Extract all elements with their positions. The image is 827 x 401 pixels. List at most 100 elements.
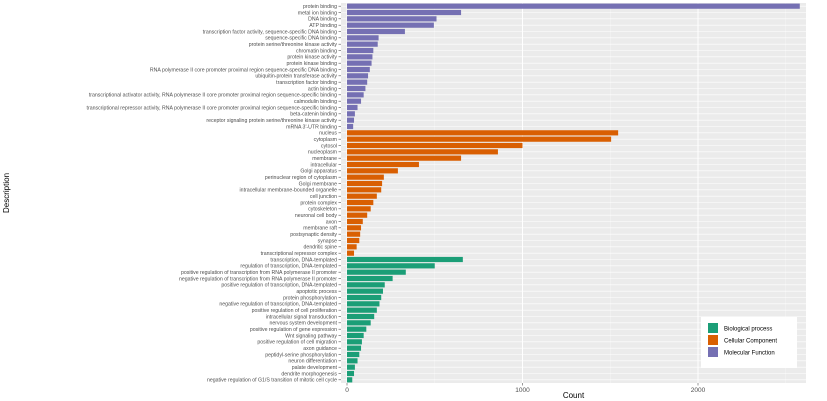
- category-label: Golgi apparatus: [300, 169, 337, 175]
- category-label: cytoskeleton: [308, 207, 337, 213]
- category-label: beta-catenin binding: [290, 112, 337, 118]
- category-label: ubiquitin-protein transferase activity: [255, 74, 337, 80]
- x-axis-title: Count: [563, 391, 585, 400]
- legend-label: Biological process: [724, 327, 772, 333]
- bar: [347, 98, 362, 104]
- bar: [347, 149, 498, 155]
- category-label: negative regulation of G1/S transition o…: [207, 378, 337, 384]
- category-label: transcription, DNA-templated: [270, 257, 337, 263]
- category-label: cytosol: [321, 143, 337, 149]
- category-label: positive regulation of gene expression: [250, 327, 337, 333]
- bar: [347, 41, 378, 47]
- bar: [347, 231, 361, 237]
- category-label: transcription factor activity, sequence-…: [203, 29, 337, 35]
- x-tick-label: 2000: [691, 387, 706, 394]
- category-label: protein serine/threonine kinase activity: [249, 42, 338, 48]
- bar: [347, 370, 355, 377]
- bar: [347, 155, 462, 161]
- bar: [347, 301, 380, 307]
- category-label: positive regulation of transcription, DN…: [221, 283, 337, 289]
- category-label: postsynaptic density: [290, 232, 337, 238]
- category-label: apoptotic process: [296, 289, 337, 295]
- bar: [347, 79, 368, 85]
- category-label: RNA polymerase II core promoter proximal…: [150, 67, 337, 73]
- category-label: nucleoplasm: [308, 150, 337, 156]
- category-label: positive regulation of cell proliferatio…: [252, 308, 337, 314]
- category-label: cytoplasm: [314, 137, 337, 143]
- category-label: synapse: [318, 238, 337, 244]
- category-label: protein phosphorylation: [283, 295, 337, 301]
- category-label: calmodulin binding: [294, 99, 337, 105]
- category-label: palate development: [292, 365, 338, 371]
- category-label: metal ion binding: [298, 10, 337, 16]
- bar: [347, 206, 371, 212]
- bar: [347, 339, 362, 345]
- bar: [347, 3, 800, 9]
- legend-swatch: [708, 347, 718, 357]
- bar: [347, 199, 374, 206]
- bar: [347, 16, 437, 22]
- bar: [347, 212, 368, 218]
- category-label: transcriptional activator activity, RNA …: [89, 93, 337, 99]
- category-label: transcriptional repressor activity, RNA …: [87, 105, 338, 111]
- category-label: protein complex: [300, 200, 337, 206]
- bar: [347, 117, 355, 123]
- category-label: intracellular signal transduction: [266, 314, 337, 320]
- legend: Biological process Cellular Component Mole…: [701, 317, 797, 368]
- category-label: sequence-specific DNA binding: [265, 36, 337, 42]
- category-label: ATP binding: [309, 23, 337, 29]
- category-label: transcription factor binding: [276, 80, 337, 86]
- bar: [347, 180, 383, 187]
- bar: [347, 294, 382, 301]
- category-label: positive regulation of transcription fro…: [181, 270, 337, 276]
- bar: [347, 174, 384, 180]
- category-label: DNA binding: [308, 17, 337, 23]
- bar: [347, 225, 362, 231]
- category-label: axon: [326, 219, 337, 225]
- bar: [347, 332, 364, 339]
- category-label: perinuclear region of cytoplasm: [265, 175, 337, 181]
- category-label: dendrite morphogenesis: [281, 371, 337, 377]
- bar: [347, 130, 619, 136]
- bar: [347, 275, 393, 282]
- category-label: protein binding: [303, 4, 337, 10]
- bar: [347, 187, 382, 193]
- category-label: nervous system development: [270, 321, 338, 327]
- legend-label: Molecular Function: [724, 351, 775, 357]
- bar: [347, 168, 398, 174]
- bar: [347, 345, 362, 351]
- bar: [347, 377, 353, 383]
- bar: [347, 320, 371, 326]
- bar: [347, 136, 612, 142]
- category-label: intracellular: [310, 162, 337, 168]
- category-label: protein kinase activity: [287, 55, 337, 61]
- x-tick-label: 0: [345, 387, 349, 394]
- bar: [347, 326, 367, 332]
- legend-label: Cellular Component: [724, 339, 777, 345]
- bar: [347, 22, 434, 28]
- legend-swatch: [708, 335, 718, 345]
- bar: [347, 28, 405, 35]
- category-label: mRNA 3'-UTR binding: [286, 124, 337, 130]
- bar: [347, 142, 523, 149]
- category-label: Golgi membrane: [299, 181, 337, 187]
- category-label: Wnt signaling pathway: [285, 333, 337, 339]
- bar: [347, 218, 363, 225]
- category-label: membrane raft: [303, 226, 337, 232]
- bar: [347, 123, 354, 130]
- category-label: transcriptional repressor complex: [261, 251, 338, 257]
- bar: [347, 92, 364, 98]
- x-tick-label: 1000: [515, 387, 530, 394]
- category-label: negative regulation of transcription fro…: [179, 276, 337, 282]
- category-label: intracellular membrane-bounded organelle: [240, 188, 338, 194]
- bar: [347, 364, 355, 370]
- x-axis-ticks: 0 1000 2000: [345, 383, 706, 394]
- category-label: axon guidance: [303, 346, 337, 352]
- category-label: positive regulation of cell migration: [257, 340, 337, 346]
- bar: [347, 9, 462, 16]
- bar: [347, 35, 379, 41]
- bar: [347, 358, 358, 364]
- bar: [347, 54, 373, 60]
